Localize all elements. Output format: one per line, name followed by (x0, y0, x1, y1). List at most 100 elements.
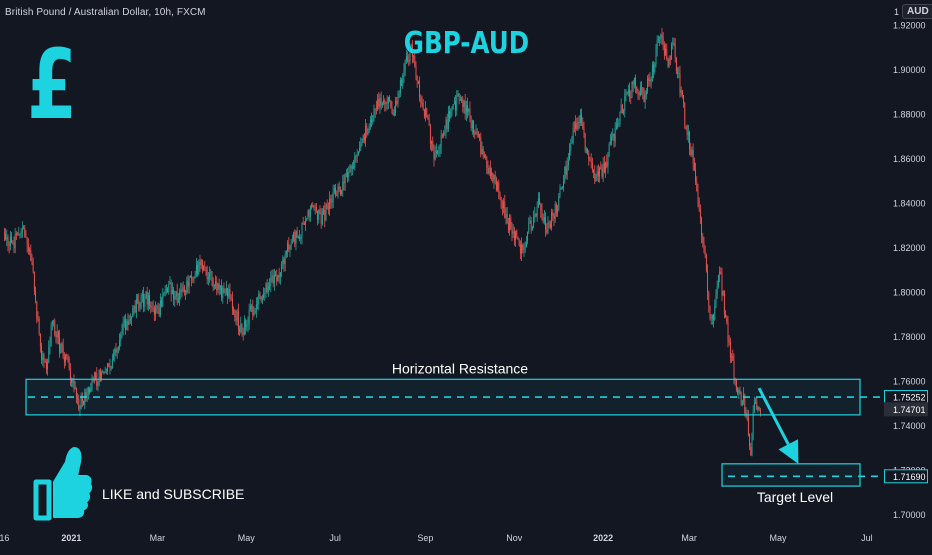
candle-body (671, 44, 673, 60)
candle-body (633, 77, 635, 85)
candle-body (459, 100, 461, 102)
candle-body (416, 76, 418, 82)
candle-body (18, 234, 20, 236)
symbol-title[interactable]: British Pound / Australian Dollar, 10h, … (5, 7, 206, 18)
time-tick-label: Jul (329, 533, 341, 543)
candle-body (589, 158, 591, 161)
candle-body (655, 49, 657, 64)
candle-body (709, 305, 711, 318)
candle-body (245, 320, 247, 327)
candle-body (99, 369, 101, 381)
candle-body (691, 150, 693, 155)
candle-body (276, 276, 278, 282)
candle-body (309, 207, 311, 217)
candle-body (673, 42, 675, 45)
candle-body (437, 150, 439, 154)
candle-body (152, 307, 154, 309)
candle-body (720, 271, 722, 275)
candle-body (365, 125, 367, 141)
candle-body (722, 291, 724, 296)
time-tick-label: 2022 (593, 533, 613, 543)
candle-body (289, 245, 291, 250)
candle-body (614, 128, 616, 142)
candle-body (735, 378, 737, 390)
candle-body (290, 242, 292, 246)
candle-body (505, 214, 507, 218)
candle-body (195, 265, 197, 276)
candle-body (444, 132, 446, 134)
candle-body (699, 209, 701, 219)
candle-body (182, 286, 184, 292)
candle-body (527, 231, 529, 242)
candle-body (61, 343, 63, 346)
candle-body (644, 94, 646, 102)
candle-body (210, 271, 212, 273)
candle-body (235, 316, 237, 321)
candle-body (647, 77, 649, 92)
candle-body (132, 308, 134, 317)
candle-body (189, 275, 191, 278)
candle-body (180, 290, 182, 293)
candle-body (747, 417, 749, 435)
price-tick-label: 1.86000 (893, 154, 926, 164)
candle-body (687, 132, 689, 136)
candle-body (258, 294, 260, 305)
candle-body (131, 316, 133, 320)
candle-body (457, 93, 459, 96)
price-tick-label: 1.78000 (893, 332, 926, 342)
candle-body (548, 222, 550, 224)
time-tick-label: May (770, 533, 788, 543)
candle-body (375, 108, 377, 109)
candle-body (173, 289, 175, 300)
candle-body (239, 328, 241, 332)
candle-body (648, 77, 650, 82)
candle-body (344, 173, 346, 184)
candle-body (53, 320, 55, 322)
candle-body (408, 60, 410, 62)
candle-body (535, 214, 537, 217)
candle-body (123, 320, 125, 323)
candle-body (320, 212, 322, 224)
candle-body (80, 395, 82, 409)
currency-indicator[interactable]: 1 AUD (894, 4, 932, 19)
candle-body (23, 227, 25, 229)
candle-body (313, 207, 315, 208)
price-axis[interactable]: 1.700001.720001.740001.760001.780001.800… (884, 20, 928, 520)
candle-body (97, 382, 99, 386)
candle-body (461, 98, 463, 101)
candle-body (455, 101, 457, 111)
currency-number: 1 (894, 6, 900, 17)
candle-body (355, 155, 357, 157)
candle-body (697, 191, 699, 201)
candle-body (435, 150, 437, 154)
candle-body (217, 283, 219, 291)
candle-body (555, 204, 557, 213)
candle-body (672, 42, 674, 45)
candle-body (361, 142, 363, 144)
candle-body (666, 48, 668, 59)
candle-body (17, 234, 19, 236)
candle-body (740, 394, 742, 405)
candle-body (559, 189, 561, 197)
candle-body (611, 136, 613, 142)
candle-body (102, 371, 104, 373)
candle-body (228, 289, 230, 297)
time-axis[interactable]: 16 2021 Mar May Jul Sep Nov 2022 Mar May Jul (0, 533, 873, 543)
candle-body (291, 240, 293, 243)
candle-body (253, 313, 255, 315)
currency-code[interactable]: AUD (902, 4, 932, 19)
price-tick-label: 1.90000 (893, 65, 926, 75)
candle-body (449, 111, 451, 118)
candle-body (122, 322, 124, 331)
candle-body (552, 212, 554, 216)
candle-body (613, 134, 615, 142)
candle-body (369, 120, 371, 126)
candle-body (413, 56, 415, 57)
candle-body (81, 395, 83, 401)
candle-body (241, 324, 243, 333)
candle-body (306, 218, 308, 221)
candle-body (401, 79, 403, 86)
candle-body (12, 242, 14, 244)
